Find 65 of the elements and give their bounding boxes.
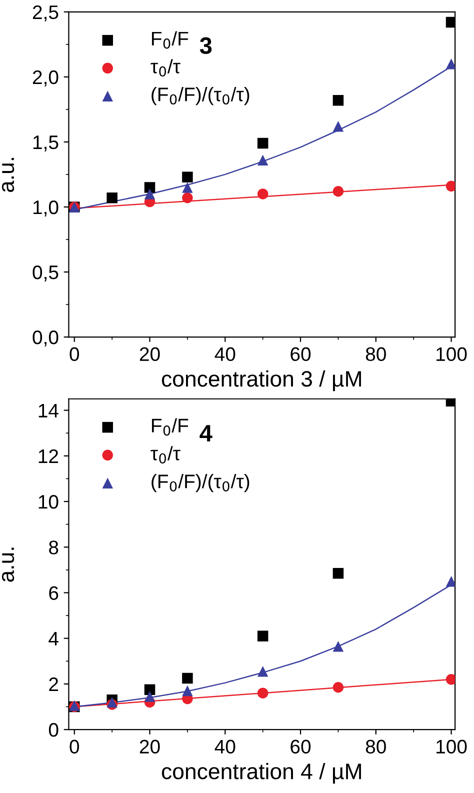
point bbox=[446, 58, 456, 70]
annotation: 3 bbox=[200, 37, 212, 54]
y-tick-label: 0,0 bbox=[32, 330, 58, 347]
point bbox=[182, 672, 193, 684]
x-tick-label: 20 bbox=[140, 740, 160, 754]
y-tick-label: 1,5 bbox=[33, 136, 58, 152]
x-axis-title: concentration 3 / µM bbox=[162, 370, 361, 392]
point bbox=[332, 568, 344, 579]
point bbox=[332, 94, 344, 106]
point bbox=[332, 186, 344, 197]
y-tick-label: 2 bbox=[49, 677, 58, 691]
x-tick-label: 100 bbox=[436, 740, 467, 754]
x-tick-label: 0 bbox=[70, 740, 80, 754]
y-tick-label: 2,0 bbox=[32, 70, 58, 86]
point bbox=[182, 172, 193, 182]
point bbox=[144, 188, 156, 200]
y-tick-label: 2,5 bbox=[32, 5, 58, 22]
y-tick-label: 8 bbox=[49, 540, 58, 554]
point bbox=[182, 182, 193, 193]
x-tick-label: 40 bbox=[214, 347, 236, 362]
x-tick-label: 0 bbox=[70, 347, 80, 362]
x-axis-title: concentration 4 / µM bbox=[162, 762, 361, 784]
point bbox=[257, 688, 268, 698]
point bbox=[257, 630, 268, 642]
point bbox=[332, 640, 344, 652]
point bbox=[182, 685, 193, 696]
point bbox=[332, 120, 344, 132]
point bbox=[106, 696, 118, 708]
legend-label: (F$_{0}$/F)/(τ$_{0}$/τ) bbox=[152, 87, 250, 106]
legend-label: τ$_{0}$/τ bbox=[150, 446, 180, 464]
x-tick-label: 20 bbox=[140, 347, 160, 362]
point bbox=[257, 138, 268, 149]
point bbox=[106, 192, 118, 204]
point bbox=[332, 682, 344, 693]
point bbox=[446, 674, 456, 685]
y-tick-label: 12 bbox=[38, 449, 58, 463]
y-tick-label: 14 bbox=[38, 404, 58, 418]
point bbox=[257, 188, 268, 200]
legend-label: F$_{0}$/F bbox=[152, 418, 188, 436]
legend-label: F$_{0}$/F bbox=[152, 31, 188, 49]
x-tick-label: 80 bbox=[366, 347, 386, 362]
point bbox=[182, 192, 193, 204]
y-tick-label: 10 bbox=[38, 494, 58, 509]
point bbox=[446, 576, 456, 587]
x-tick-label: 60 bbox=[290, 347, 311, 362]
point bbox=[257, 666, 268, 677]
y-tick-label: 6 bbox=[49, 586, 58, 600]
point bbox=[144, 182, 156, 193]
x-tick-label: 80 bbox=[366, 740, 386, 754]
x-tick-label: 60 bbox=[290, 740, 311, 754]
y-axis-title: a.u. bbox=[2, 158, 14, 192]
point bbox=[257, 154, 268, 166]
y-tick-label: 4 bbox=[48, 632, 58, 646]
legend-label: τ$_{0}$/τ bbox=[150, 59, 180, 77]
x-tick-label: 40 bbox=[214, 740, 236, 754]
y-tick-label: 0 bbox=[48, 723, 58, 737]
y-tick-label: 0,5 bbox=[32, 265, 58, 282]
point bbox=[446, 180, 456, 192]
legend-label: (F$_{0}$/F)/(τ$_{0}$/τ) bbox=[152, 474, 250, 492]
point bbox=[144, 691, 156, 702]
annotation: 4 bbox=[200, 425, 212, 442]
y-axis-title: a.u. bbox=[2, 548, 14, 582]
y-tick-label: 1,0 bbox=[33, 200, 58, 217]
point bbox=[446, 16, 456, 28]
x-tick-label: 100 bbox=[436, 347, 467, 362]
